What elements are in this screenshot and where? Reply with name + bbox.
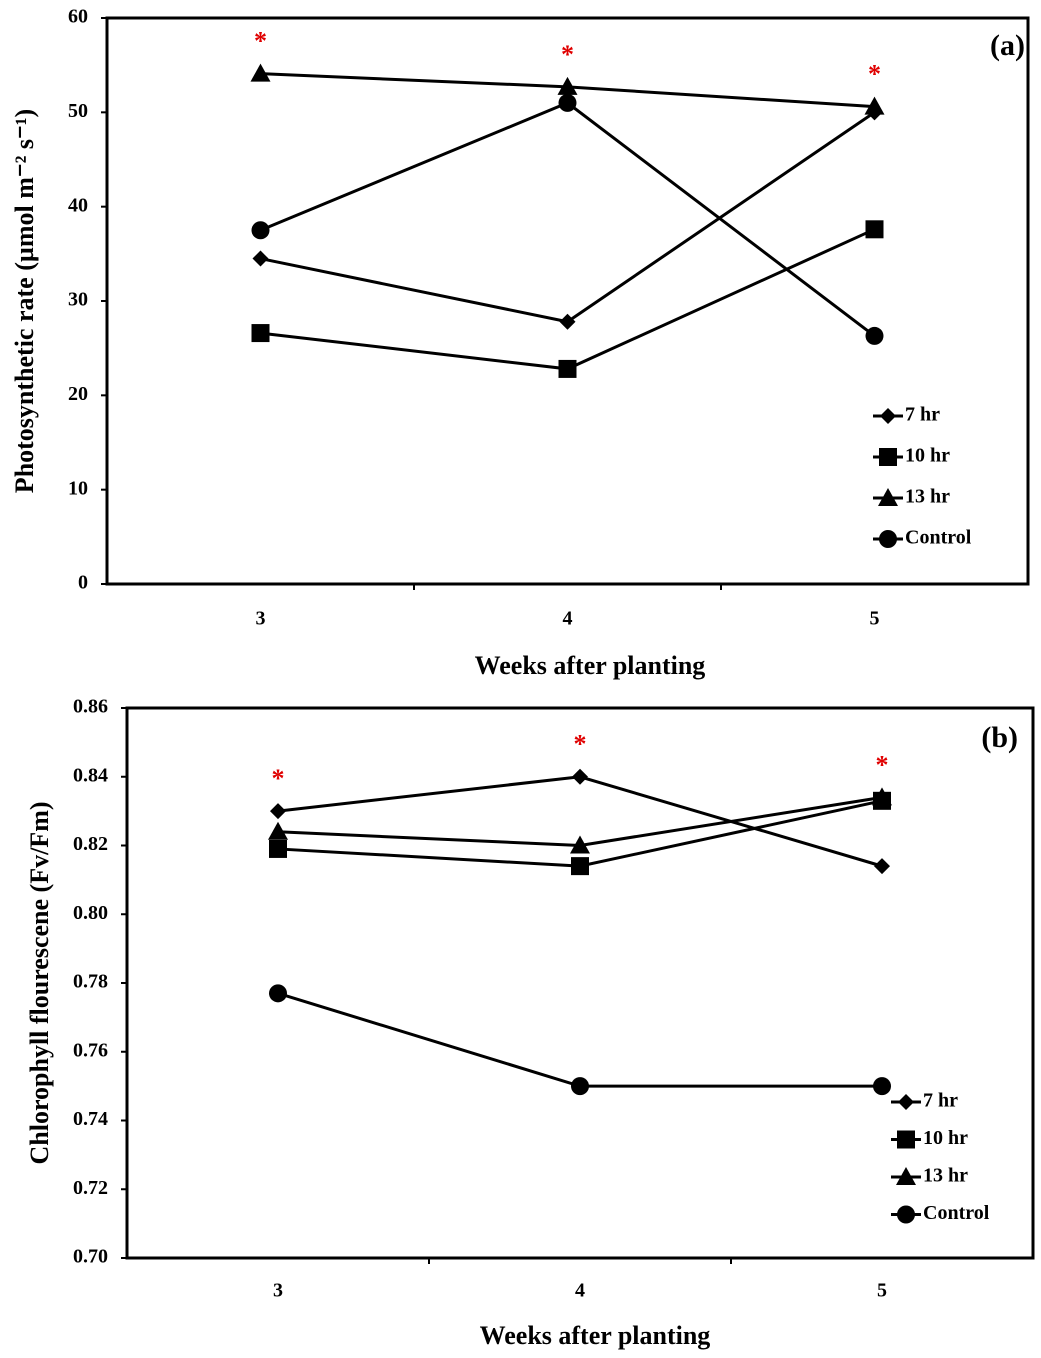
y-tick-label: 0.80 xyxy=(73,902,108,924)
legend-label: 10 hr xyxy=(905,445,950,467)
point xyxy=(270,803,286,819)
significance-mark: * xyxy=(574,730,587,759)
significance-mark: * xyxy=(868,60,881,89)
y-tick-label: 0.84 xyxy=(73,764,108,786)
panel-label: (b) xyxy=(981,721,1018,754)
legend-label: 7 hr xyxy=(905,404,940,426)
y-tick-label: 40 xyxy=(68,194,88,216)
legend-label: 10 hr xyxy=(923,1127,968,1149)
x-axis-title: Weeks after planting xyxy=(480,1321,711,1350)
y-tick-label: 50 xyxy=(68,100,88,122)
y-tick-label: 60 xyxy=(68,6,88,28)
point xyxy=(559,94,577,112)
x-tick-label: 4 xyxy=(575,1280,585,1302)
y-tick-label: 0.74 xyxy=(73,1108,108,1130)
legend-marker xyxy=(879,448,897,466)
y-tick-label: 10 xyxy=(68,477,88,499)
legend-marker xyxy=(897,1206,915,1224)
significance-mark: * xyxy=(254,27,267,56)
series-line xyxy=(261,103,875,336)
series-line xyxy=(278,993,882,1086)
legend-marker xyxy=(879,530,897,548)
series-line xyxy=(261,229,875,369)
point xyxy=(866,327,884,345)
point xyxy=(269,984,287,1002)
y-tick-label: 0.86 xyxy=(73,696,108,718)
legend-marker xyxy=(898,1094,914,1110)
y-tick-label: 0.72 xyxy=(73,1177,108,1199)
x-tick-label: 3 xyxy=(256,608,266,630)
point xyxy=(253,251,269,267)
legend-marker xyxy=(880,408,896,424)
x-tick-label: 5 xyxy=(877,1280,887,1302)
x-tick-label: 3 xyxy=(273,1280,283,1302)
point xyxy=(269,840,287,858)
legend-label: 13 hr xyxy=(905,486,950,508)
point xyxy=(559,360,577,378)
legend-label: 13 hr xyxy=(923,1165,968,1187)
y-tick-label: 0.82 xyxy=(73,833,108,855)
x-tick-label: 4 xyxy=(563,608,573,630)
figure: 0 10 20 30 40 50 60 3 4 5 Weeks after planting Phot… xyxy=(0,0,1041,1358)
y-tick-label: 20 xyxy=(68,383,88,405)
y-tick-label: 30 xyxy=(68,289,88,311)
y-tick-label: 0.70 xyxy=(73,1246,108,1268)
point xyxy=(572,769,588,785)
legend-label: Control xyxy=(905,527,972,549)
point xyxy=(571,857,589,875)
y-axis-title: Photosynthetic rate (µmol m⁻² s⁻¹) xyxy=(10,109,39,493)
x-axis-title: Weeks after planting xyxy=(475,651,706,680)
significance-mark: * xyxy=(272,764,285,793)
point xyxy=(874,858,890,874)
y-axis-title: Chlorophyll flourescene (Fv/Fm) xyxy=(25,801,54,1164)
point xyxy=(252,221,270,239)
legend-marker xyxy=(897,1131,915,1149)
legend-label: 7 hr xyxy=(923,1090,958,1112)
legend-label: Control xyxy=(923,1202,990,1224)
y-tick-label: 0 xyxy=(78,572,88,594)
y-tick-label: 0.76 xyxy=(73,1039,108,1061)
point xyxy=(571,1077,589,1095)
series-line xyxy=(261,112,875,321)
y-tick-label: 0.78 xyxy=(73,971,108,993)
panel-label: (a) xyxy=(990,29,1025,62)
significance-mark: * xyxy=(561,40,574,69)
point xyxy=(866,220,884,238)
point xyxy=(252,324,270,342)
x-tick-label: 5 xyxy=(870,608,880,630)
point xyxy=(873,1077,891,1095)
significance-mark: * xyxy=(876,750,889,779)
